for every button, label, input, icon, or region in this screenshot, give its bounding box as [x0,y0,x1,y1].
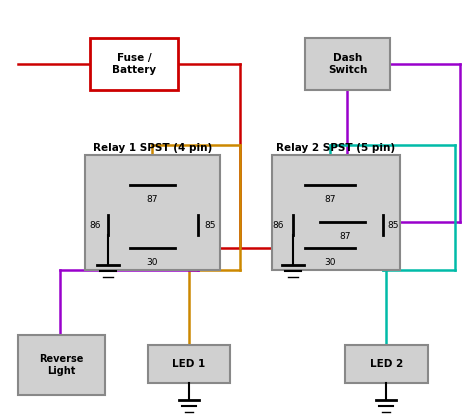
Text: 87: 87 [146,195,158,204]
Text: 87: 87 [339,232,351,241]
Bar [345,345,428,383]
Text: Reverse
Light: Reverse Light [39,354,84,376]
Text: Fuse /
Battery: Fuse / Battery [112,53,156,75]
Text: 86: 86 [89,220,101,229]
Bar [272,155,400,270]
Bar [305,38,390,90]
Text: 85: 85 [204,220,216,229]
Text: LED 2: LED 2 [370,359,403,369]
Bar [18,335,105,395]
Text: 30: 30 [146,258,158,267]
Text: Relay 1 SPST (4 pin): Relay 1 SPST (4 pin) [93,143,212,153]
Text: 85: 85 [387,220,399,229]
Text: Dash
Switch: Dash Switch [328,53,367,75]
Bar [90,38,178,90]
Text: 86: 86 [272,220,284,229]
Text: 87: 87 [324,195,336,204]
Text: Relay 2 SPST (5 pin): Relay 2 SPST (5 pin) [276,143,396,153]
Text: 30: 30 [324,258,336,267]
Text: LED 1: LED 1 [173,359,206,369]
Bar [148,345,230,383]
Bar [85,155,220,270]
